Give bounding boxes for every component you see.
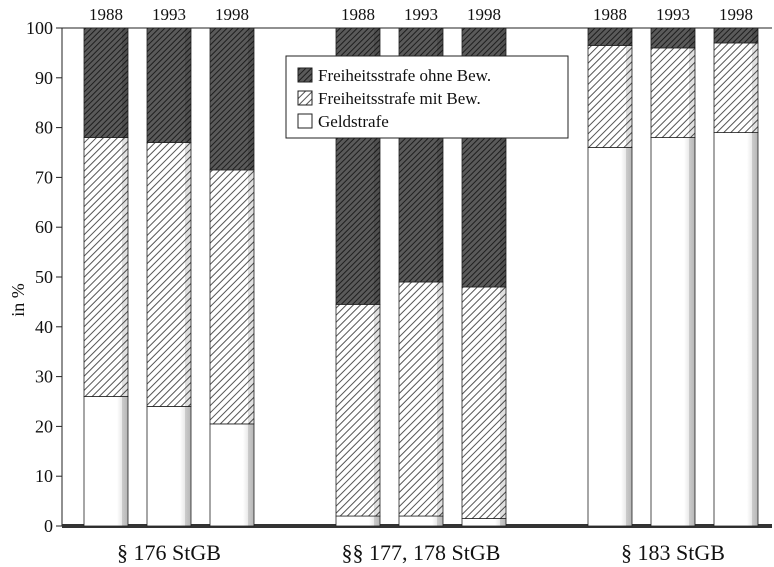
bar-segment-mit-bew: [650, 47, 696, 138]
bar-segment-ohne-bew: [83, 27, 129, 138]
legend-label: Geldstrafe: [318, 112, 389, 131]
bar-shade: [689, 28, 695, 526]
year-label: 1993: [404, 5, 438, 24]
legend: Freiheitsstrafe ohne Bew. Freiheitsstrafe…: [285, 55, 569, 139]
y-tick-label: 100: [26, 18, 53, 38]
legend-swatch-geldstrafe: [297, 113, 313, 129]
labels: in % 1988 1993 1998 § 176 StGB 1988 1993 1998 §§…: [8, 5, 753, 565]
y-tick-label: 60: [35, 217, 53, 237]
bar-shade: [437, 28, 443, 526]
bar-shade: [248, 28, 254, 526]
bar-segment-geldstrafe: [398, 515, 444, 527]
bar-segment-geldstrafe: [335, 515, 381, 527]
bar-shade: [626, 28, 632, 526]
bar-shade: [185, 28, 191, 526]
year-label: 1988: [89, 5, 123, 24]
bar-segment-geldstrafe: [587, 147, 633, 527]
year-label: 1988: [341, 5, 375, 24]
legend-label: Freiheitsstrafe mit Bew.: [318, 89, 481, 108]
year-label: 1988: [593, 5, 627, 24]
bar-segment-geldstrafe: [83, 396, 129, 527]
bar-segment-geldstrafe: [713, 132, 759, 527]
bar-shade: [122, 28, 128, 526]
bar-shade: [500, 28, 506, 526]
group-label: § 183 StGB: [621, 540, 725, 565]
y-tick-label: 0: [44, 516, 53, 536]
bar-segment-mit-bew: [146, 142, 192, 407]
bar-segment-geldstrafe: [461, 518, 507, 527]
legend-label: Freiheitsstrafe ohne Bew.: [318, 66, 491, 85]
legend-swatch-ohne-bew: [297, 67, 313, 83]
bar-segment-geldstrafe: [209, 423, 255, 527]
year-label: 1998: [215, 5, 249, 24]
y-tick-label: 70: [35, 167, 53, 187]
y-tick-label: 10: [35, 466, 53, 486]
bar-segment-mit-bew: [461, 286, 507, 519]
group-label: §§ 177, 178 StGB: [342, 540, 501, 565]
bar-shade: [374, 28, 380, 526]
y-tick-label: 40: [35, 317, 53, 337]
legend-swatch-mit-bew: [297, 90, 313, 106]
bar-segment-geldstrafe: [146, 406, 192, 527]
y-tick-label: 20: [35, 416, 53, 436]
bar-segment-ohne-bew: [146, 27, 192, 143]
bar-segment-geldstrafe: [650, 137, 696, 527]
bar-segment-mit-bew: [713, 42, 759, 133]
bar-segment-ohne-bew: [713, 27, 759, 44]
y-axis-label: in %: [8, 283, 28, 317]
year-label: 1998: [467, 5, 501, 24]
year-label: 1998: [719, 5, 753, 24]
y-tick-label: 90: [35, 68, 53, 88]
bar-shade: [752, 28, 758, 526]
bar-segment-ohne-bew: [650, 27, 696, 49]
bar-segment-mit-bew: [587, 45, 633, 148]
bar-segment-mit-bew: [335, 303, 381, 517]
y-tick-label: 30: [35, 367, 53, 387]
year-label: 1993: [152, 5, 186, 24]
group-label: § 176 StGB: [117, 540, 221, 565]
year-label: 1993: [656, 5, 690, 24]
y-tick-label: 50: [35, 267, 53, 287]
bar-segment-mit-bew: [209, 169, 255, 425]
y-tick-label: 80: [35, 118, 53, 138]
bar-segment-ohne-bew: [209, 27, 255, 171]
bars: [83, 27, 759, 527]
bar-segment-mit-bew: [83, 137, 129, 397]
legend-box: [285, 55, 569, 139]
bar-segment-ohne-bew: [587, 27, 633, 46]
bar-segment-mit-bew: [398, 281, 444, 517]
